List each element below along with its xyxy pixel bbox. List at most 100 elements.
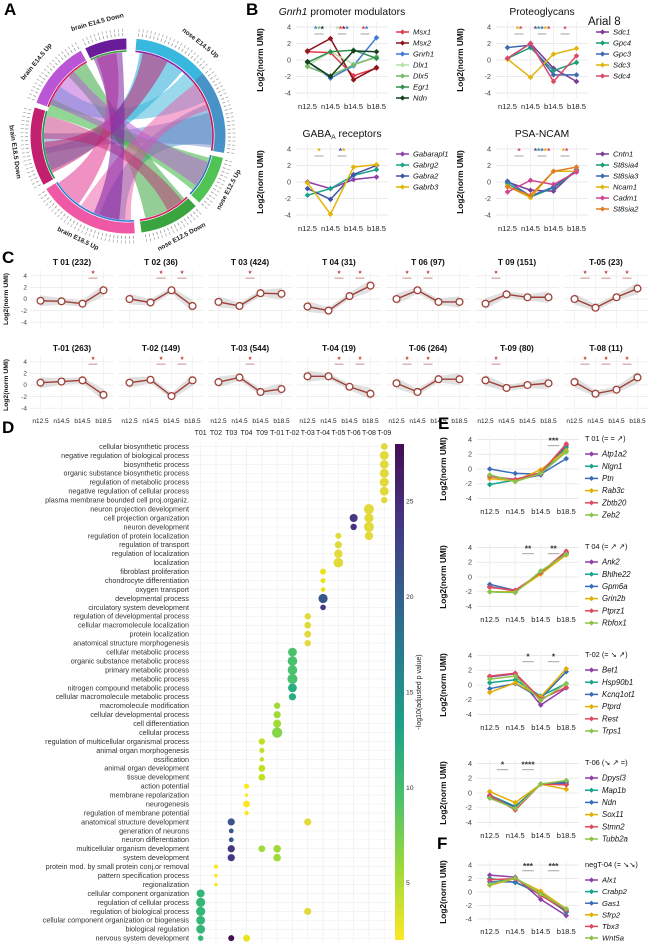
svg-text:Ptn: Ptn [602,474,614,483]
svg-text:Dpysl3: Dpysl3 [602,774,626,783]
svg-text:*: * [337,270,341,279]
svg-text:Crabp2: Crabp2 [602,887,628,896]
svg-text:regulation of localization: regulation of localization [112,549,189,558]
svg-text:regulation of biological proce: regulation of biological process [90,907,189,916]
chart-proteoglycans: 4 2 0 -2 -4 Log2(norm UMI) Proteoglycans ** ****… [452,4,652,131]
svg-text:-4: -4 [485,210,492,219]
svg-text:T-03: T-03 [301,430,315,437]
svg-text:b14.5: b14.5 [531,927,550,936]
svg-text:b18.5: b18.5 [567,224,586,233]
svg-text:*: * [337,356,341,365]
svg-text:4: 4 [287,144,291,153]
svg-text:brain E14.5 Down: brain E14.5 Down [71,12,125,33]
svg-text:n14.5: n14.5 [506,723,525,732]
svg-text:-4: -4 [466,494,473,503]
svg-text:regulation of cellular process: regulation of cellular process [98,898,190,907]
panel-label-c: C [2,248,15,267]
svg-text:-2: -2 [285,194,292,203]
svg-text:n12.5: n12.5 [498,224,517,233]
svg-text:2: 2 [487,39,491,48]
svg-text:b18.5: b18.5 [557,507,576,516]
svg-text:cell projection organization: cell projection organization [104,513,189,522]
svg-text:-2: -2 [285,72,292,81]
svg-text:2: 2 [23,285,27,292]
svg-text:Log2(norm UMI): Log2(norm UMI) [455,28,465,92]
svg-text:n14.5: n14.5 [521,224,540,233]
svg-text:T03: T03 [225,430,237,437]
svg-text:0: 0 [487,177,491,186]
svg-text:Ank2: Ank2 [601,558,620,567]
svg-text:*: * [494,270,498,279]
svg-text:T09: T09 [256,430,268,437]
svg-text:Ndn: Ndn [602,798,616,807]
svg-text:system development: system development [123,853,189,862]
svg-text:n12.5: n12.5 [480,615,499,624]
svg-text:*: * [91,270,95,279]
svg-text:St8sia3: St8sia3 [613,172,639,181]
svg-text:regulation of developmental pr: regulation of developmental process [74,612,190,621]
svg-text:**: ** [550,544,557,554]
svg-text:neuron development: neuron development [123,522,189,531]
svg-text:protein localization: protein localization [129,630,189,639]
svg-text:*: * [583,270,587,279]
svg-text:n14.5: n14.5 [231,418,248,425]
svg-text:T 01 (= = ↗): T 01 (= = ↗) [585,434,626,443]
svg-text:n12.5: n12.5 [388,418,405,425]
panel-label-f: F [437,834,448,853]
svg-text:Tubb2a: Tubb2a [602,835,629,844]
chart-svg-F: 4 2 0 -2 -4 Log2(norm UMI) *** *** n12.5 n14.5 b14… [438,860,638,943]
svg-text:-4: -4 [466,818,473,827]
svg-text:b14.5: b14.5 [608,418,625,425]
dotplot-svg: T01 T02 T03 T04 T09 T-01 T-02 T-03 T-04 T-05 T-06 T… [43,430,423,943]
svg-text:pattern specification process: pattern specification process [98,871,189,880]
svg-text:b18.5: b18.5 [567,102,586,111]
svg-text:Rbfox1: Rbfox1 [602,619,627,628]
svg-text:Gpm6a: Gpm6a [602,582,628,591]
svg-text:b14.5: b14.5 [531,831,550,840]
chart-gnrh1-promoter-modulators: 4 2 0 -2 -4 Log2(norm UMI) Gnrh1 promoter modu… [252,4,452,131]
svg-text:T 04 (31): T 04 (31) [322,257,356,267]
svg-text:4: 4 [468,651,472,660]
row-svg-Crow2: 4 2 0 -2 -4 Log2(norm UMI) T-01 (263) * n12.5 n14… [3,343,648,425]
svg-text:Gas1: Gas1 [602,899,620,908]
svg-text:n12.5: n12.5 [298,102,317,111]
svg-text:Gabra2: Gabra2 [413,172,439,181]
svg-text:-4: -4 [285,88,292,97]
svg-text:b18.5: b18.5 [557,723,576,732]
svg-text:2: 2 [287,39,291,48]
svg-text:*: * [494,356,498,365]
svg-text:**: ** [362,24,369,34]
svg-text:Log2(norm UMI): Log2(norm UMI) [455,150,465,214]
svg-text:n14.5: n14.5 [506,831,525,840]
svg-text:Egr1: Egr1 [413,83,429,92]
svg-text:Trps1: Trps1 [602,727,621,736]
svg-text:T 03 (424): T 03 (424) [231,257,270,267]
chart-module-t-02-genes: 4 2 0 -2 -4 Log2(norm UMI) * * n12.5 n14.5 b14.5 b1… [435,636,655,749]
svg-text:b18.5: b18.5 [629,418,646,425]
svg-text:regionalization: regionalization [143,880,189,889]
svg-text:2: 2 [287,161,291,170]
svg-text:T-02 (= ↘ ↗): T-02 (= ↘ ↗) [585,650,628,659]
svg-text:*: * [248,270,252,279]
svg-text:5: 5 [406,880,410,887]
svg-text:2: 2 [468,666,472,675]
svg-text:T-01: T-01 [270,430,284,437]
svg-text:b14.5: b14.5 [252,418,269,425]
svg-text:Zbtb20: Zbtb20 [601,498,627,507]
svg-text:nervous system development: nervous system development [96,934,189,943]
go-term-dotplot: T01 T02 T03 T04 T09 T-01 T-02 T-03 T-04 T-05 T-06 T… [0,424,434,947]
svg-text:n12.5: n12.5 [32,418,49,425]
svg-text:n14.5: n14.5 [142,418,159,425]
svg-text:Gnrh1: Gnrh1 [413,50,434,59]
svg-text:cellular macromolecule metabol: cellular macromolecule metabolic process [56,692,190,701]
svg-text:organic substance metabolic pr: organic substance metabolic process [71,656,190,665]
svg-text:n14.5: n14.5 [506,927,525,936]
svg-text:cellular developmental process: cellular developmental process [90,710,189,719]
svg-text:n12.5: n12.5 [477,418,494,425]
svg-text:metabolic process: metabolic process [131,674,189,683]
svg-text:T04: T04 [241,430,253,437]
